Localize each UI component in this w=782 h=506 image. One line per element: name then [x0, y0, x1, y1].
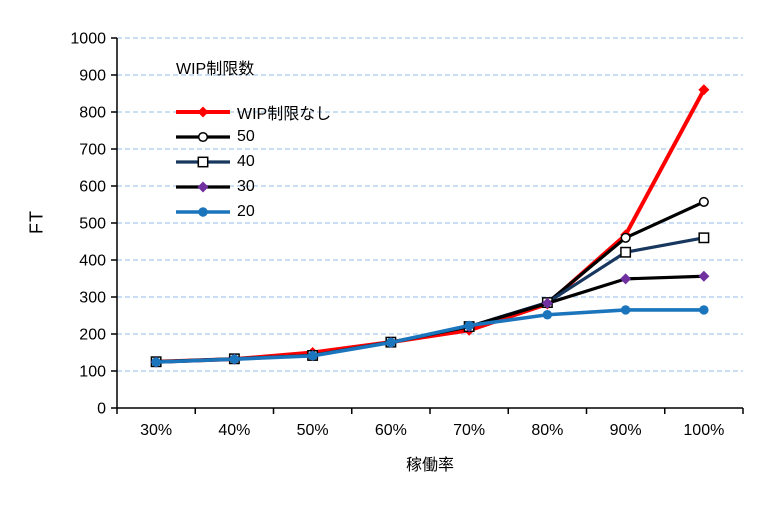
- legend-label: 20: [237, 202, 255, 220]
- legend-key-icon: [176, 156, 230, 167]
- legend-item-0: WIP制限なし: [176, 99, 331, 124]
- legend-item-4: 20: [176, 199, 331, 224]
- x-axis-title: 稼働率: [405, 457, 454, 474]
- x-tick-label: 80%: [531, 422, 563, 439]
- filled-circle-marker-icon: [464, 320, 474, 331]
- y-tick-label: 500: [79, 216, 106, 233]
- y-tick-label: 300: [79, 290, 106, 307]
- open-circle-marker-icon: [197, 131, 209, 142]
- y-tick-label: 600: [79, 179, 106, 196]
- x-tick-label: 90%: [610, 422, 642, 439]
- diamond-marker-icon: [197, 181, 209, 192]
- x-tick-label: 70%: [453, 422, 485, 439]
- legend-title: WIP制限数: [176, 61, 255, 78]
- y-axis-title: FT: [26, 210, 47, 234]
- legend: WIP制限なし 50 40 30 20: [176, 99, 331, 224]
- diamond-marker-icon: [541, 297, 553, 309]
- legend-key-icon: [176, 181, 230, 192]
- open-square-marker-icon: [620, 246, 632, 258]
- filled-circle-marker-icon: [307, 351, 318, 361]
- x-tick-label: 40%: [218, 422, 250, 439]
- filled-circle-marker-icon: [151, 357, 161, 367]
- legend-label: 50: [237, 127, 255, 145]
- open-circle-marker-icon: [620, 232, 631, 243]
- legend-label: 30: [237, 177, 255, 195]
- series-line-4: [154, 308, 706, 364]
- x-tick-label: 60%: [375, 422, 407, 439]
- legend-key-icon: [176, 206, 230, 217]
- diamond-marker-icon: [698, 270, 710, 282]
- y-tick-label: 400: [79, 253, 106, 270]
- y-tick-label: 700: [79, 142, 106, 159]
- open-square-marker-icon: [197, 156, 209, 167]
- legend-key-icon: [176, 131, 230, 142]
- y-tick-label: 800: [79, 105, 106, 122]
- x-tick-label: 50%: [297, 422, 329, 439]
- legend-key-icon: [176, 106, 230, 117]
- open-square-marker-icon: [698, 232, 710, 244]
- x-tick-label: 30%: [140, 422, 172, 439]
- x-tick-label: 100%: [683, 422, 724, 439]
- y-tick-label: 900: [79, 68, 106, 85]
- legend-item-1: 50: [176, 124, 331, 149]
- filled-circle-marker-icon: [198, 206, 208, 217]
- filled-circle-marker-icon: [699, 305, 709, 315]
- diamond-marker-icon: [698, 84, 710, 96]
- legend-label: 40: [237, 152, 255, 170]
- series-line-3: [154, 274, 706, 364]
- diamond-marker-icon: [620, 273, 632, 285]
- filled-circle-marker-icon: [620, 305, 631, 315]
- y-tick-label: 200: [79, 327, 106, 344]
- y-tick-label: 1000: [70, 31, 106, 48]
- open-circle-marker-icon: [698, 196, 709, 207]
- y-tick-label: 0: [97, 401, 106, 418]
- legend-label: WIP制限なし: [237, 105, 332, 123]
- filled-circle-marker-icon: [386, 337, 396, 348]
- diamond-marker-icon: [197, 106, 209, 117]
- filled-circle-marker-icon: [229, 354, 240, 364]
- legend-item-3: 30: [176, 174, 331, 199]
- y-tick-label: 100: [79, 364, 106, 381]
- legend-item-2: 40: [176, 149, 331, 174]
- filled-circle-marker-icon: [542, 310, 553, 320]
